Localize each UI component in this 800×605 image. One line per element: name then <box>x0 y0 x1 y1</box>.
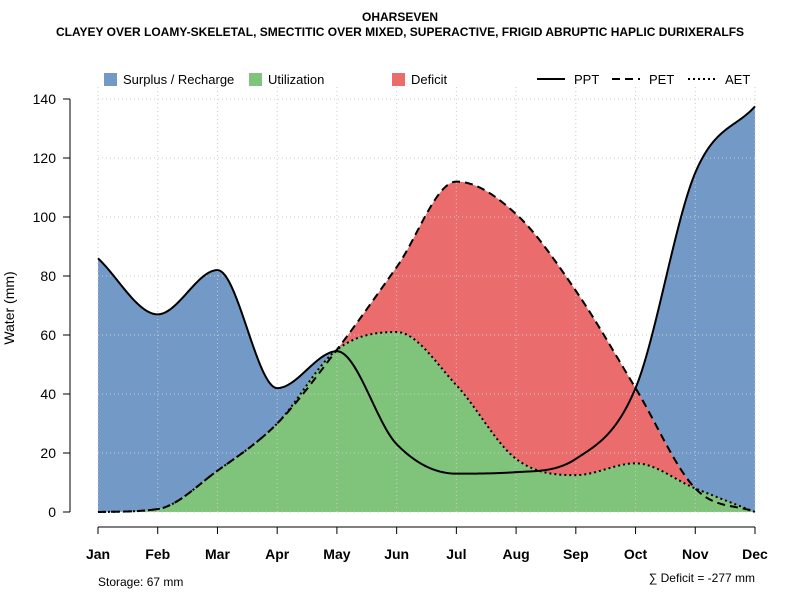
y-tick-label: 100 <box>33 209 57 225</box>
y-tick-label: 140 <box>33 91 57 107</box>
y-tick-label: 40 <box>40 386 56 402</box>
legend-swatch-deficit <box>392 73 405 86</box>
y-tick-label: 60 <box>40 327 56 343</box>
grid-layer <box>97 87 756 513</box>
x-tick-label: Jul <box>446 546 466 562</box>
x-tick-label: Apr <box>265 546 290 562</box>
deficit-area <box>98 181 755 512</box>
chart-subtitle: CLAYEY OVER LOAMY-SKELETAL, SMECTITIC OV… <box>56 25 744 39</box>
legend-swatch-surplus <box>104 73 117 86</box>
surplus-area <box>98 106 755 512</box>
line-layer <box>97 105 756 513</box>
legend-label-ppt: PPT <box>574 72 599 87</box>
x-tick-label: Feb <box>145 546 170 562</box>
x-tick-label: May <box>323 546 350 562</box>
x-tick-label: Dec <box>742 546 768 562</box>
legend-label-surplus: Surplus / Recharge <box>123 72 234 87</box>
deficit-annotation: ∑ Deficit = -277 mm <box>649 571 755 585</box>
x-tick-label: Mar <box>205 546 230 562</box>
x-tick-label: Nov <box>682 546 709 562</box>
area-layer <box>98 106 755 512</box>
legend-label-pet: PET <box>649 72 674 87</box>
y-tick-label: 120 <box>33 150 57 166</box>
legend-swatch-utilization <box>249 73 262 86</box>
x-tick-label: Jun <box>384 546 409 562</box>
x-tick-label: Oct <box>624 546 648 562</box>
x-tick-label: Aug <box>502 546 529 562</box>
y-tick-label: 80 <box>40 268 56 284</box>
axes-layer: 0 20 40 60 80 100 120 140 Jan Feb Mar Apr May Jun Jul A… <box>33 91 768 562</box>
legend-label-utilization: Utilization <box>268 72 324 87</box>
y-tick-label: 0 <box>48 504 56 520</box>
ppt-line <box>97 105 756 475</box>
utilization-area <box>98 332 755 512</box>
x-tick-label: Jan <box>86 546 110 562</box>
x-tick-label: Sep <box>563 546 589 562</box>
chart-title: OHARSEVEN <box>362 10 438 24</box>
legend: Surplus / Recharge Utilization Deficit P… <box>104 72 750 87</box>
pet-line <box>97 180 756 513</box>
y-tick-label: 20 <box>40 445 56 461</box>
storage-annotation: Storage: 67 mm <box>98 575 183 589</box>
legend-label-aet: AET <box>725 72 750 87</box>
legend-label-deficit: Deficit <box>411 72 448 87</box>
y-axis-label: Water (mm) <box>1 271 17 344</box>
